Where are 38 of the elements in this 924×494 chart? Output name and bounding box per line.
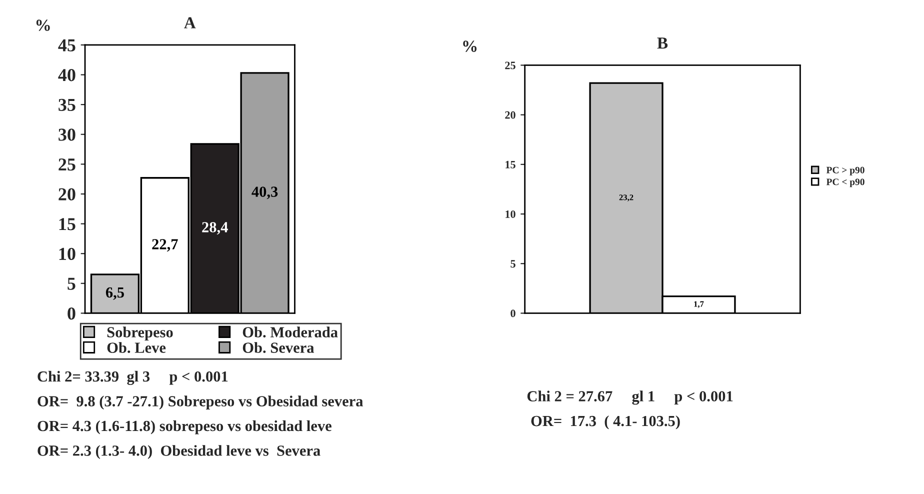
data-label: 22,7 [152,239,178,252]
y-tick-label: 45 [58,39,76,52]
data-label: 40,3 [252,186,278,200]
y-tick-label: 15 [59,218,76,230]
y-tick-label: 30 [58,128,76,141]
data-label: 23,2 [619,194,634,202]
y-tick-label: 25 [505,62,516,70]
y-tick-label: 0 [510,310,516,318]
y-tick-label: 10 [506,210,516,218]
y-tick-label: 25 [58,158,76,171]
y-tick-label: 20 [58,188,76,200]
text: OR= 9.8 (3.7 -27.1) Sobrepeso vs Obesidad severa [38,396,364,410]
y-axis-title: % [463,40,477,52]
y-tick-label: 5 [510,260,516,268]
y-tick-label: 20 [505,111,516,119]
text: Chi 2= 33.39 gl 3 p < 0.001 [38,370,228,385]
y-tick-label: 5 [68,278,76,290]
text: OR= 2.3 (1.3- 4.0) Obesidad leve vs Severa [38,445,320,459]
y-tick-label: 40 [58,69,76,82]
y-tick-label: 15 [506,160,516,168]
y-tick-label: 10 [59,248,76,260]
y-tick-label: 0 [68,307,76,320]
text: Chi 2 = 27.67 gl 1 p < 0.001 [527,390,733,405]
legend-label: Sobrepeso [107,326,173,341]
text: OR= 4.3 (1.6-11.8) sobrepeso vs obesidad leve [38,420,332,434]
data-label: 28,4 [202,222,228,235]
data-label: 1,7 [694,301,704,308]
legend-label: Ob. Moderada [242,326,338,338]
legend-label: PC > p90 [826,166,864,176]
y-tick-label: 35 [58,98,76,112]
chart-title: B [657,38,668,49]
legend-label: Ob. Leve [107,342,166,353]
data-label: 6,5 [106,287,124,300]
y-axis-title: % [36,20,50,31]
text: OR= 17.3 ( 4.1- 103.5) [531,415,680,430]
chart-title: A [184,17,196,28]
legend-label: Ob. Severa [242,342,314,353]
legend-label: PC < p90 [826,178,864,188]
